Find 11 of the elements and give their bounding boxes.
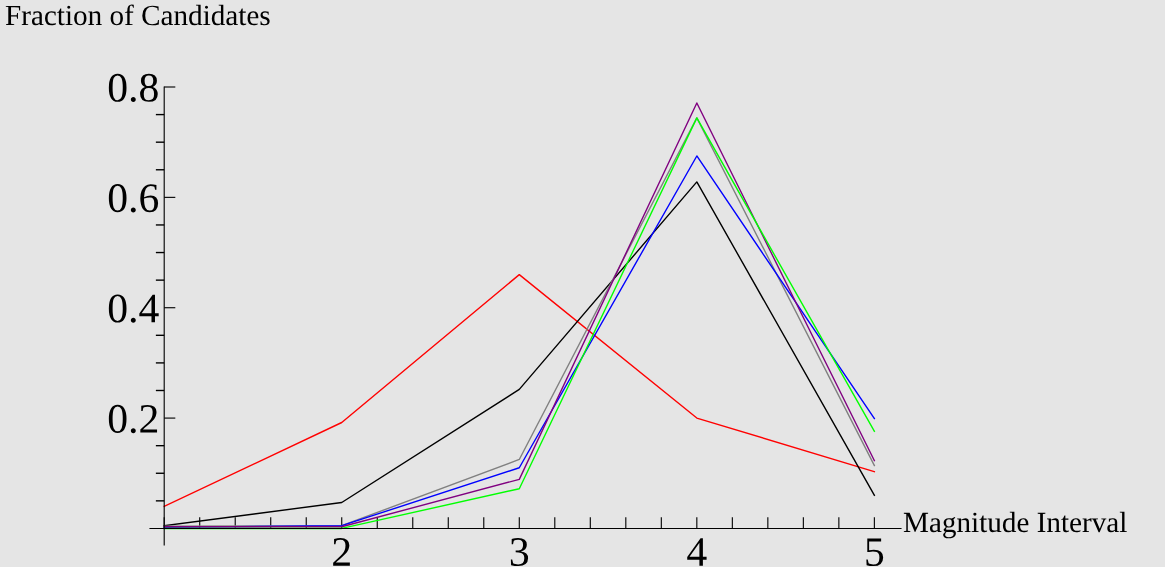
x-tick-label: 4	[687, 538, 707, 566]
y-axis-title: Fraction of Candidates	[5, 4, 270, 26]
x-tick-label: 2	[333, 538, 350, 566]
y-tick-label: 0.8	[108, 73, 158, 103]
y-tick-label: 0.6	[108, 184, 159, 213]
x-tick-label: 5	[866, 538, 884, 567]
x-axis-title: Magnitude Interval	[903, 511, 1127, 539]
x-tick-label: 3	[510, 538, 529, 567]
y-tick-label: 0.4	[108, 294, 159, 323]
y-tick-label: 0.2	[108, 404, 158, 434]
line-series	[163, 273, 876, 508]
